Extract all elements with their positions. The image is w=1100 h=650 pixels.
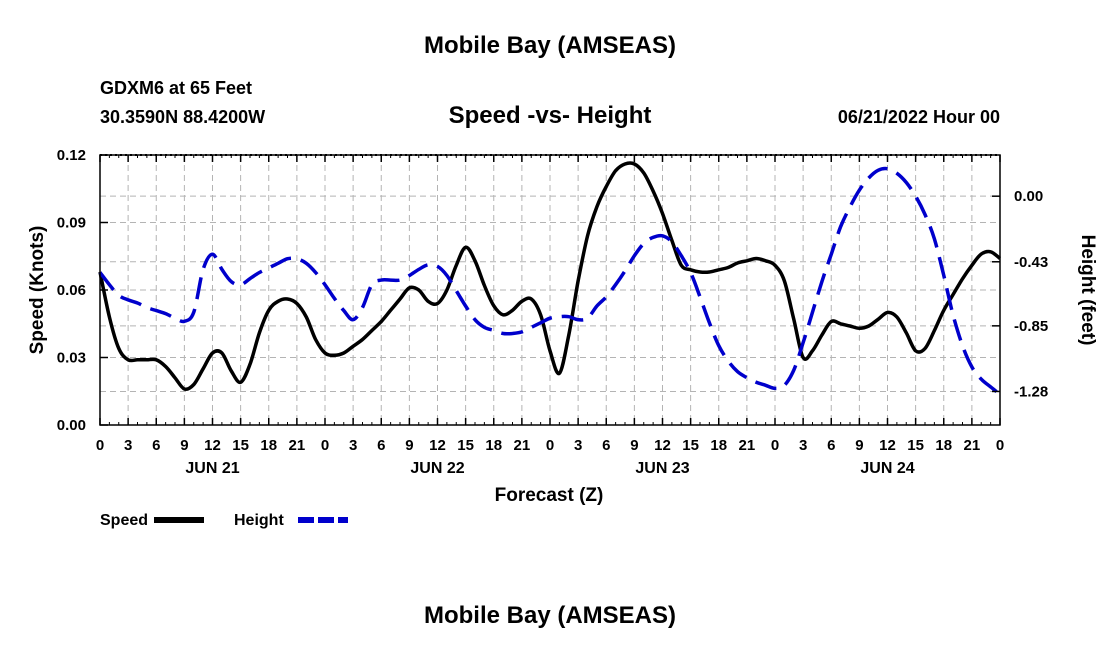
x-tick-label: 21	[289, 437, 306, 454]
x-tick-label: 18	[935, 437, 952, 454]
x-tick-label: 0	[771, 437, 779, 454]
y-axis-label: Speed (Knots)	[27, 226, 48, 355]
series-line-speed	[98, 161, 1002, 392]
y2-tick-label: -0.85	[1014, 318, 1048, 335]
series-lines	[98, 161, 1002, 396]
x-tick-label: 15	[682, 437, 699, 454]
x-tick-label: 21	[514, 437, 531, 454]
y-tick-label: 0.09	[57, 215, 86, 232]
day-label: JUN 22	[410, 460, 464, 477]
day-label: JUN 24	[860, 460, 914, 477]
x-tick-label: 21	[739, 437, 756, 454]
x-tick-label: 0	[96, 437, 104, 454]
x-tick-label: 3	[349, 437, 357, 454]
chart-legend: Speed Height	[100, 512, 348, 529]
chart-subtitle: Speed -vs- Height	[448, 102, 652, 129]
x-tick-label: 9	[405, 437, 413, 454]
x-tick-label: 3	[124, 437, 132, 454]
x-tick-label: 0	[546, 437, 554, 454]
x-tick-label: 15	[907, 437, 924, 454]
x-tick-label: 21	[964, 437, 981, 454]
x-tick-label: 15	[232, 437, 249, 454]
chart-main-title: Mobile Bay (AMSEAS)	[423, 32, 677, 59]
series-line-height	[98, 166, 1002, 396]
location-label: 30.3590N 88.4200W	[100, 107, 266, 127]
x-tick-label: 6	[377, 437, 385, 454]
y2-tick-label: 0.00	[1014, 188, 1043, 205]
y2-tick-label: -0.43	[1014, 254, 1048, 271]
y2-axis-label: Height (feet)	[1077, 235, 1098, 346]
speed-height-chart: 0 3 6 9 12 15 18 21 0 3 6 9 12 15 18 21 0 3 6 9 12 15 18 21 0 3 6 9…	[27, 147, 1098, 529]
x-axis-label: Forecast (Z)	[495, 485, 604, 506]
axis-labels: 0 3 6 9 12 15 18 21 0 3 6 9 12 15 18 21 0 3 6 9 12 15 18 21 0 3 6 9…	[27, 147, 1098, 506]
grid-lines	[99, 154, 1001, 426]
y-tick-label: 0.03	[57, 350, 86, 367]
x-tick-label: 6	[827, 437, 835, 454]
day-label: JUN 23	[635, 460, 689, 477]
legend-label-speed: Speed	[100, 512, 148, 529]
x-tick-label: 6	[602, 437, 610, 454]
x-tick-label: 12	[879, 437, 896, 454]
x-tick-label: 9	[180, 437, 188, 454]
x-tick-label: 12	[204, 437, 221, 454]
x-tick-label: 18	[260, 437, 277, 454]
x-tick-label: 9	[630, 437, 638, 454]
x-tick-label: 12	[429, 437, 446, 454]
y2-tick-label: -1.28	[1014, 383, 1048, 400]
y-tick-label: 0.12	[57, 147, 86, 164]
station-label: GDXM6 at 65 Feet	[100, 78, 253, 98]
day-label: JUN 21	[185, 460, 239, 477]
x-tick-label: 12	[654, 437, 671, 454]
x-tick-label: 9	[855, 437, 863, 454]
x-tick-label: 6	[152, 437, 160, 454]
x-tick-label: 15	[457, 437, 474, 454]
x-tick-label: 0	[321, 437, 329, 454]
footer-title: Mobile Bay (AMSEAS)	[423, 602, 677, 629]
x-tick-label: 18	[485, 437, 502, 454]
forecast-date: 06/21/2022 Hour 00	[837, 107, 1000, 127]
x-tick-label: 0	[996, 437, 1004, 454]
legend-label-height: Height	[234, 512, 284, 529]
x-tick-label: 3	[574, 437, 582, 454]
chart-axes	[99, 154, 1001, 426]
y-tick-label: 0.06	[57, 282, 86, 299]
x-tick-label: 3	[799, 437, 807, 454]
y-tick-label: 0.00	[57, 417, 86, 434]
x-tick-label: 18	[710, 437, 727, 454]
